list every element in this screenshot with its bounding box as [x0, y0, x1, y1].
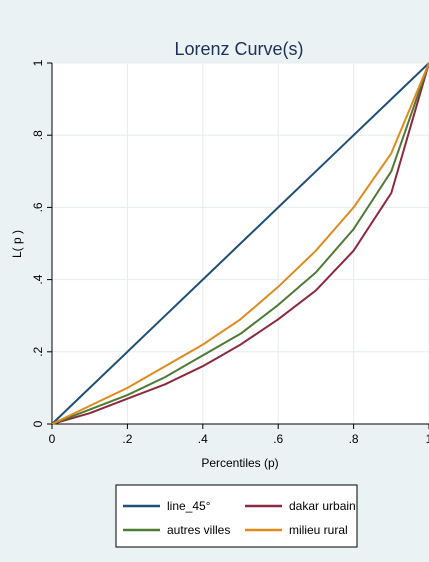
legend-label: dakar urbain: [289, 499, 356, 513]
legend-label: line_45°: [167, 499, 211, 513]
legend-label: milieu rural: [289, 523, 348, 537]
axis-ticks: 0 .2 .4 .6 .8 1 0 .2 .4 .6 .8 1: [31, 59, 429, 446]
x-tick-label: 0: [49, 432, 56, 446]
series-line: [51, 62, 429, 425]
x-tick-label: .2: [122, 432, 132, 446]
x-tick-label: 1: [426, 432, 429, 446]
y-tick-label: .2: [31, 346, 45, 356]
x-tick-label: .6: [273, 432, 283, 446]
y-tick-label: .8: [31, 130, 45, 140]
legend: line_45° dakar urbain autres villes milieu …: [123, 499, 356, 537]
series-lines: [51, 62, 429, 425]
x-tick-label: .8: [349, 432, 359, 446]
chart-title: Lorenz Curve(s): [174, 39, 303, 59]
y-tick-label: 1: [31, 59, 45, 66]
y-tick-label: 0: [31, 420, 45, 427]
x-axis-label: Percentiles (p): [201, 456, 278, 470]
legend-box: [115, 484, 358, 548]
y-axis-label: L( p ): [10, 230, 24, 258]
grid-lines: [52, 62, 429, 424]
series-line: [51, 62, 429, 425]
series-line: [51, 62, 429, 425]
series-line: [51, 62, 429, 425]
legend-label: autres villes: [167, 523, 230, 537]
x-tick-label: .4: [198, 432, 208, 446]
y-tick-label: .4: [31, 274, 45, 284]
y-tick-label: .6: [31, 202, 45, 212]
